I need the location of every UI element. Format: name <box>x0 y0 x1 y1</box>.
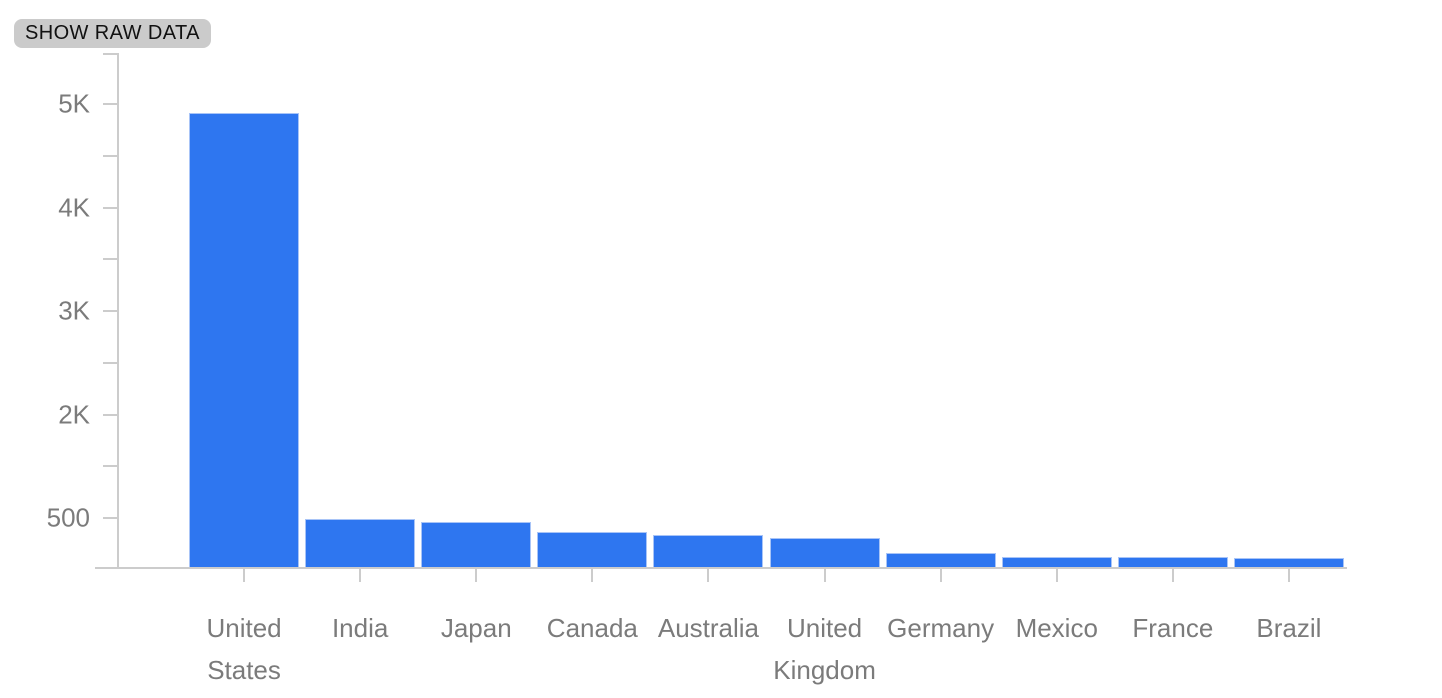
y-axis-minor-tick <box>103 53 117 55</box>
x-axis-category-tick <box>475 569 478 582</box>
bar-france[interactable] <box>1117 557 1228 567</box>
x-axis-category-label: United Kingdom <box>735 607 915 691</box>
y-axis-tick-label: 500 <box>46 502 90 533</box>
bar-united-kingdom[interactable] <box>769 538 880 567</box>
x-axis-label-line: Kingdom <box>773 655 876 685</box>
x-axis-category-tick <box>1287 569 1290 582</box>
y-axis-minor-tick <box>103 465 117 467</box>
show-raw-data-button[interactable]: SHOW RAW DATA <box>14 19 211 48</box>
bar-united-states[interactable] <box>189 113 300 567</box>
x-axis-category-tick <box>243 569 246 582</box>
bar-canada[interactable] <box>537 532 648 567</box>
x-axis-category-label: Mexico <box>967 607 1147 649</box>
x-axis-category-label: United States <box>154 607 334 691</box>
bar-germany[interactable] <box>885 553 996 567</box>
x-axis-label-line: India <box>331 613 389 643</box>
y-axis-major-tick <box>103 310 117 312</box>
x-axis-label-line: France <box>1132 613 1214 643</box>
x-axis-category-tick <box>1171 569 1174 582</box>
x-axis-category-label: Brazil <box>1199 607 1379 649</box>
x-axis-label-line: Germany <box>887 613 995 643</box>
x-axis-category-label: Germany <box>851 607 1031 649</box>
y-axis-tick-label: 5K <box>58 88 90 119</box>
y-axis-major-tick <box>103 207 117 209</box>
bar-brazil[interactable] <box>1233 558 1344 567</box>
y-axis-line <box>117 53 119 569</box>
x-axis-label-line: Japan <box>440 613 512 643</box>
bar-mexico[interactable] <box>1001 557 1112 567</box>
y-axis-minor-tick <box>103 362 117 364</box>
y-axis-tick-label: 4K <box>58 192 90 223</box>
x-axis-category-tick <box>939 569 942 582</box>
bar-japan[interactable] <box>421 522 532 567</box>
y-axis-minor-tick <box>103 155 117 157</box>
x-axis-category-tick <box>591 569 594 582</box>
x-axis-category-label: India <box>270 607 450 649</box>
y-axis-major-tick <box>103 414 117 416</box>
x-axis-label-line: States <box>207 655 281 685</box>
x-axis-category-label: Japan <box>386 607 566 649</box>
y-axis-tick-label: 2K <box>58 399 90 430</box>
x-axis-label-line: United <box>786 613 863 643</box>
x-axis-label-line: Canada <box>546 613 638 643</box>
y-axis-major-tick <box>103 103 117 105</box>
y-axis-minor-tick <box>103 258 117 260</box>
x-axis-category-label: France <box>1083 607 1263 649</box>
x-axis-category-tick <box>1055 569 1058 582</box>
x-axis-label-line: Mexico <box>1015 613 1098 643</box>
x-axis-category-tick <box>823 569 826 582</box>
x-axis-label-line: Australia <box>657 613 760 643</box>
x-axis-label-line: Brazil <box>1256 613 1322 643</box>
x-axis-category-label: Australia <box>618 607 798 649</box>
y-axis-tick-label: 3K <box>58 295 90 326</box>
bar-india[interactable] <box>305 519 416 567</box>
x-axis-category-label: Canada <box>502 607 682 649</box>
bar-australia[interactable] <box>653 535 764 567</box>
y-axis-major-tick <box>103 517 117 519</box>
x-axis-category-tick <box>707 569 710 582</box>
x-axis-line <box>95 567 1347 569</box>
x-axis-label-line: United <box>206 613 282 643</box>
x-axis-category-tick <box>359 569 362 582</box>
